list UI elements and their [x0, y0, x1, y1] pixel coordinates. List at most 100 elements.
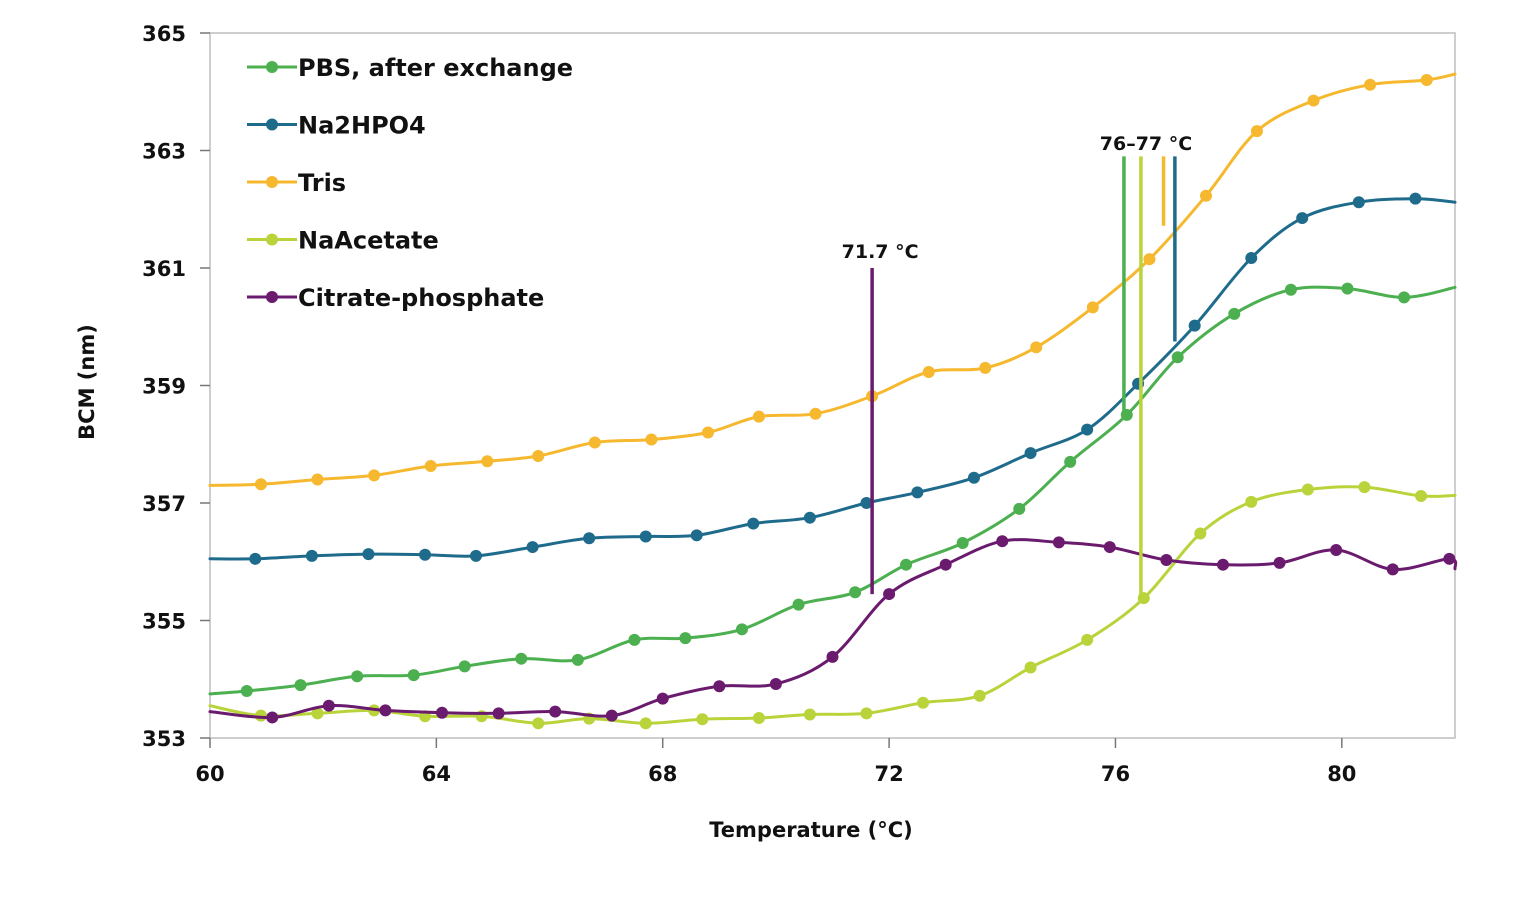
- x-axis-title: Temperature (°C): [709, 818, 912, 842]
- data-point-tris: [752, 410, 765, 423]
- data-point-na2hpo4: [583, 532, 596, 545]
- x-axis: 60 64 68 72 76 80: [195, 738, 1356, 786]
- data-point-pbs-after-exchange: [956, 536, 969, 549]
- data-point-naacetate: [1358, 481, 1371, 494]
- legend-swatch-marker: [266, 61, 278, 73]
- data-point-pbs-after-exchange: [458, 660, 471, 673]
- data-point-citrate-phosphate: [549, 705, 562, 718]
- legend-swatch-marker: [266, 118, 278, 131]
- data-point-na2hpo4: [690, 529, 703, 542]
- data-point-citrate-phosphate: [1103, 541, 1116, 554]
- data-point-naacetate: [1301, 483, 1314, 496]
- data-point-pbs-after-exchange: [351, 670, 364, 683]
- data-point-citrate-phosphate: [436, 706, 449, 719]
- data-point-pbs-after-exchange: [294, 679, 307, 692]
- data-point-tris: [311, 473, 324, 486]
- y-tick-label: 355: [142, 610, 186, 634]
- data-point-na2hpo4: [419, 548, 432, 561]
- data-point-citrate-phosphate: [1443, 552, 1456, 565]
- data-point-pbs-after-exchange: [1171, 351, 1184, 364]
- data-point-na2hpo4: [911, 486, 924, 499]
- legend-item-pbs-after-exchange: PBS, after exchange: [247, 54, 573, 82]
- annotation-label-76-77: 76–77 °C: [1100, 133, 1192, 155]
- data-point-pbs-after-exchange: [1341, 282, 1354, 295]
- data-point-na2hpo4: [1188, 319, 1201, 332]
- data-point-pbs-after-exchange: [407, 669, 420, 682]
- data-point-citrate-phosphate: [379, 704, 392, 717]
- data-point-naacetate: [696, 713, 709, 726]
- data-point-tris: [809, 407, 822, 420]
- data-point-na2hpo4: [305, 549, 318, 562]
- data-point-na2hpo4: [1245, 252, 1258, 265]
- data-point-naacetate: [917, 696, 930, 709]
- data-point-na2hpo4: [1409, 192, 1422, 205]
- x-tick-label: 72: [874, 762, 903, 786]
- y-tick-label: 353: [142, 727, 186, 751]
- legend: PBS, after exchange Na2HPO4 Tris NaAcetate C…: [247, 54, 573, 312]
- data-point-tris: [481, 455, 494, 468]
- data-point-na2hpo4: [249, 552, 262, 565]
- data-point-tris: [702, 426, 714, 439]
- legend-label: PBS, after exchange: [298, 54, 573, 82]
- data-point-pbs-after-exchange: [571, 653, 584, 666]
- data-point-citrate-phosphate: [656, 692, 669, 705]
- data-point-tris: [1086, 301, 1099, 314]
- data-point-citrate-phosphate: [1160, 553, 1173, 566]
- data-point-citrate-phosphate: [769, 677, 782, 690]
- annotation-layer: 71.7 °C 76–77 °C: [842, 133, 1192, 599]
- data-point-tris: [979, 361, 992, 374]
- data-point-tris: [1364, 78, 1377, 91]
- data-point-tris: [1420, 74, 1433, 86]
- data-point-pbs-after-exchange: [900, 558, 913, 571]
- data-point-pbs-after-exchange: [240, 685, 253, 697]
- data-point-citrate-phosphate: [266, 711, 279, 724]
- data-point-naacetate: [311, 707, 324, 720]
- legend-item-na2hpo4: Na2HPO4: [247, 112, 426, 140]
- legend-label: Na2HPO4: [298, 112, 426, 140]
- x-tick-label: 64: [422, 762, 451, 786]
- data-point-tris: [368, 469, 381, 482]
- series-citrate-phosphate: [208, 535, 1458, 724]
- legend-item-tris: Tris: [247, 169, 346, 197]
- data-point-citrate-phosphate: [1386, 563, 1399, 576]
- data-point-tris: [922, 365, 935, 378]
- data-point-tris: [588, 436, 601, 449]
- series-tris: [208, 72, 1457, 491]
- data-point-na2hpo4: [362, 548, 375, 561]
- series-line-citrate-phosphate: [208, 538, 1458, 719]
- x-tick-label: 68: [648, 762, 677, 786]
- data-point-tris: [645, 433, 658, 446]
- data-point-pbs-after-exchange: [1284, 283, 1297, 296]
- data-point-naacetate: [1245, 495, 1258, 508]
- data-point-pbs-after-exchange: [735, 623, 748, 636]
- data-point-naacetate: [639, 717, 652, 730]
- data-point-naacetate: [1415, 489, 1428, 502]
- data-point-na2hpo4: [1024, 447, 1037, 460]
- x-tick-label: 60: [195, 762, 224, 786]
- legend-label: NaAcetate: [298, 227, 439, 255]
- data-point-pbs-after-exchange: [1064, 455, 1077, 468]
- data-point-citrate-phosphate: [1216, 558, 1229, 571]
- data-point-naacetate: [752, 712, 765, 725]
- data-point-pbs-after-exchange: [792, 598, 805, 611]
- y-axis-title: BCM (nm): [75, 324, 99, 440]
- data-point-tris: [1143, 253, 1156, 266]
- data-point-tris: [254, 478, 267, 491]
- series-line-naacetate: [208, 485, 1457, 725]
- y-tick-label: 365: [142, 22, 186, 46]
- data-point-pbs-after-exchange: [1398, 291, 1411, 304]
- data-point-citrate-phosphate: [826, 650, 839, 663]
- data-point-na2hpo4: [526, 541, 539, 554]
- data-point-pbs-after-exchange: [628, 633, 641, 646]
- series-layer: [208, 72, 1458, 730]
- data-point-citrate-phosphate: [492, 707, 505, 720]
- x-tick-label: 80: [1327, 762, 1356, 786]
- data-point-citrate-phosphate: [713, 680, 726, 693]
- data-point-pbs-after-exchange: [679, 632, 692, 645]
- data-point-tris: [1250, 125, 1263, 138]
- data-point-tris: [1030, 341, 1043, 354]
- data-point-tris: [532, 450, 545, 462]
- series-naacetate: [208, 481, 1457, 730]
